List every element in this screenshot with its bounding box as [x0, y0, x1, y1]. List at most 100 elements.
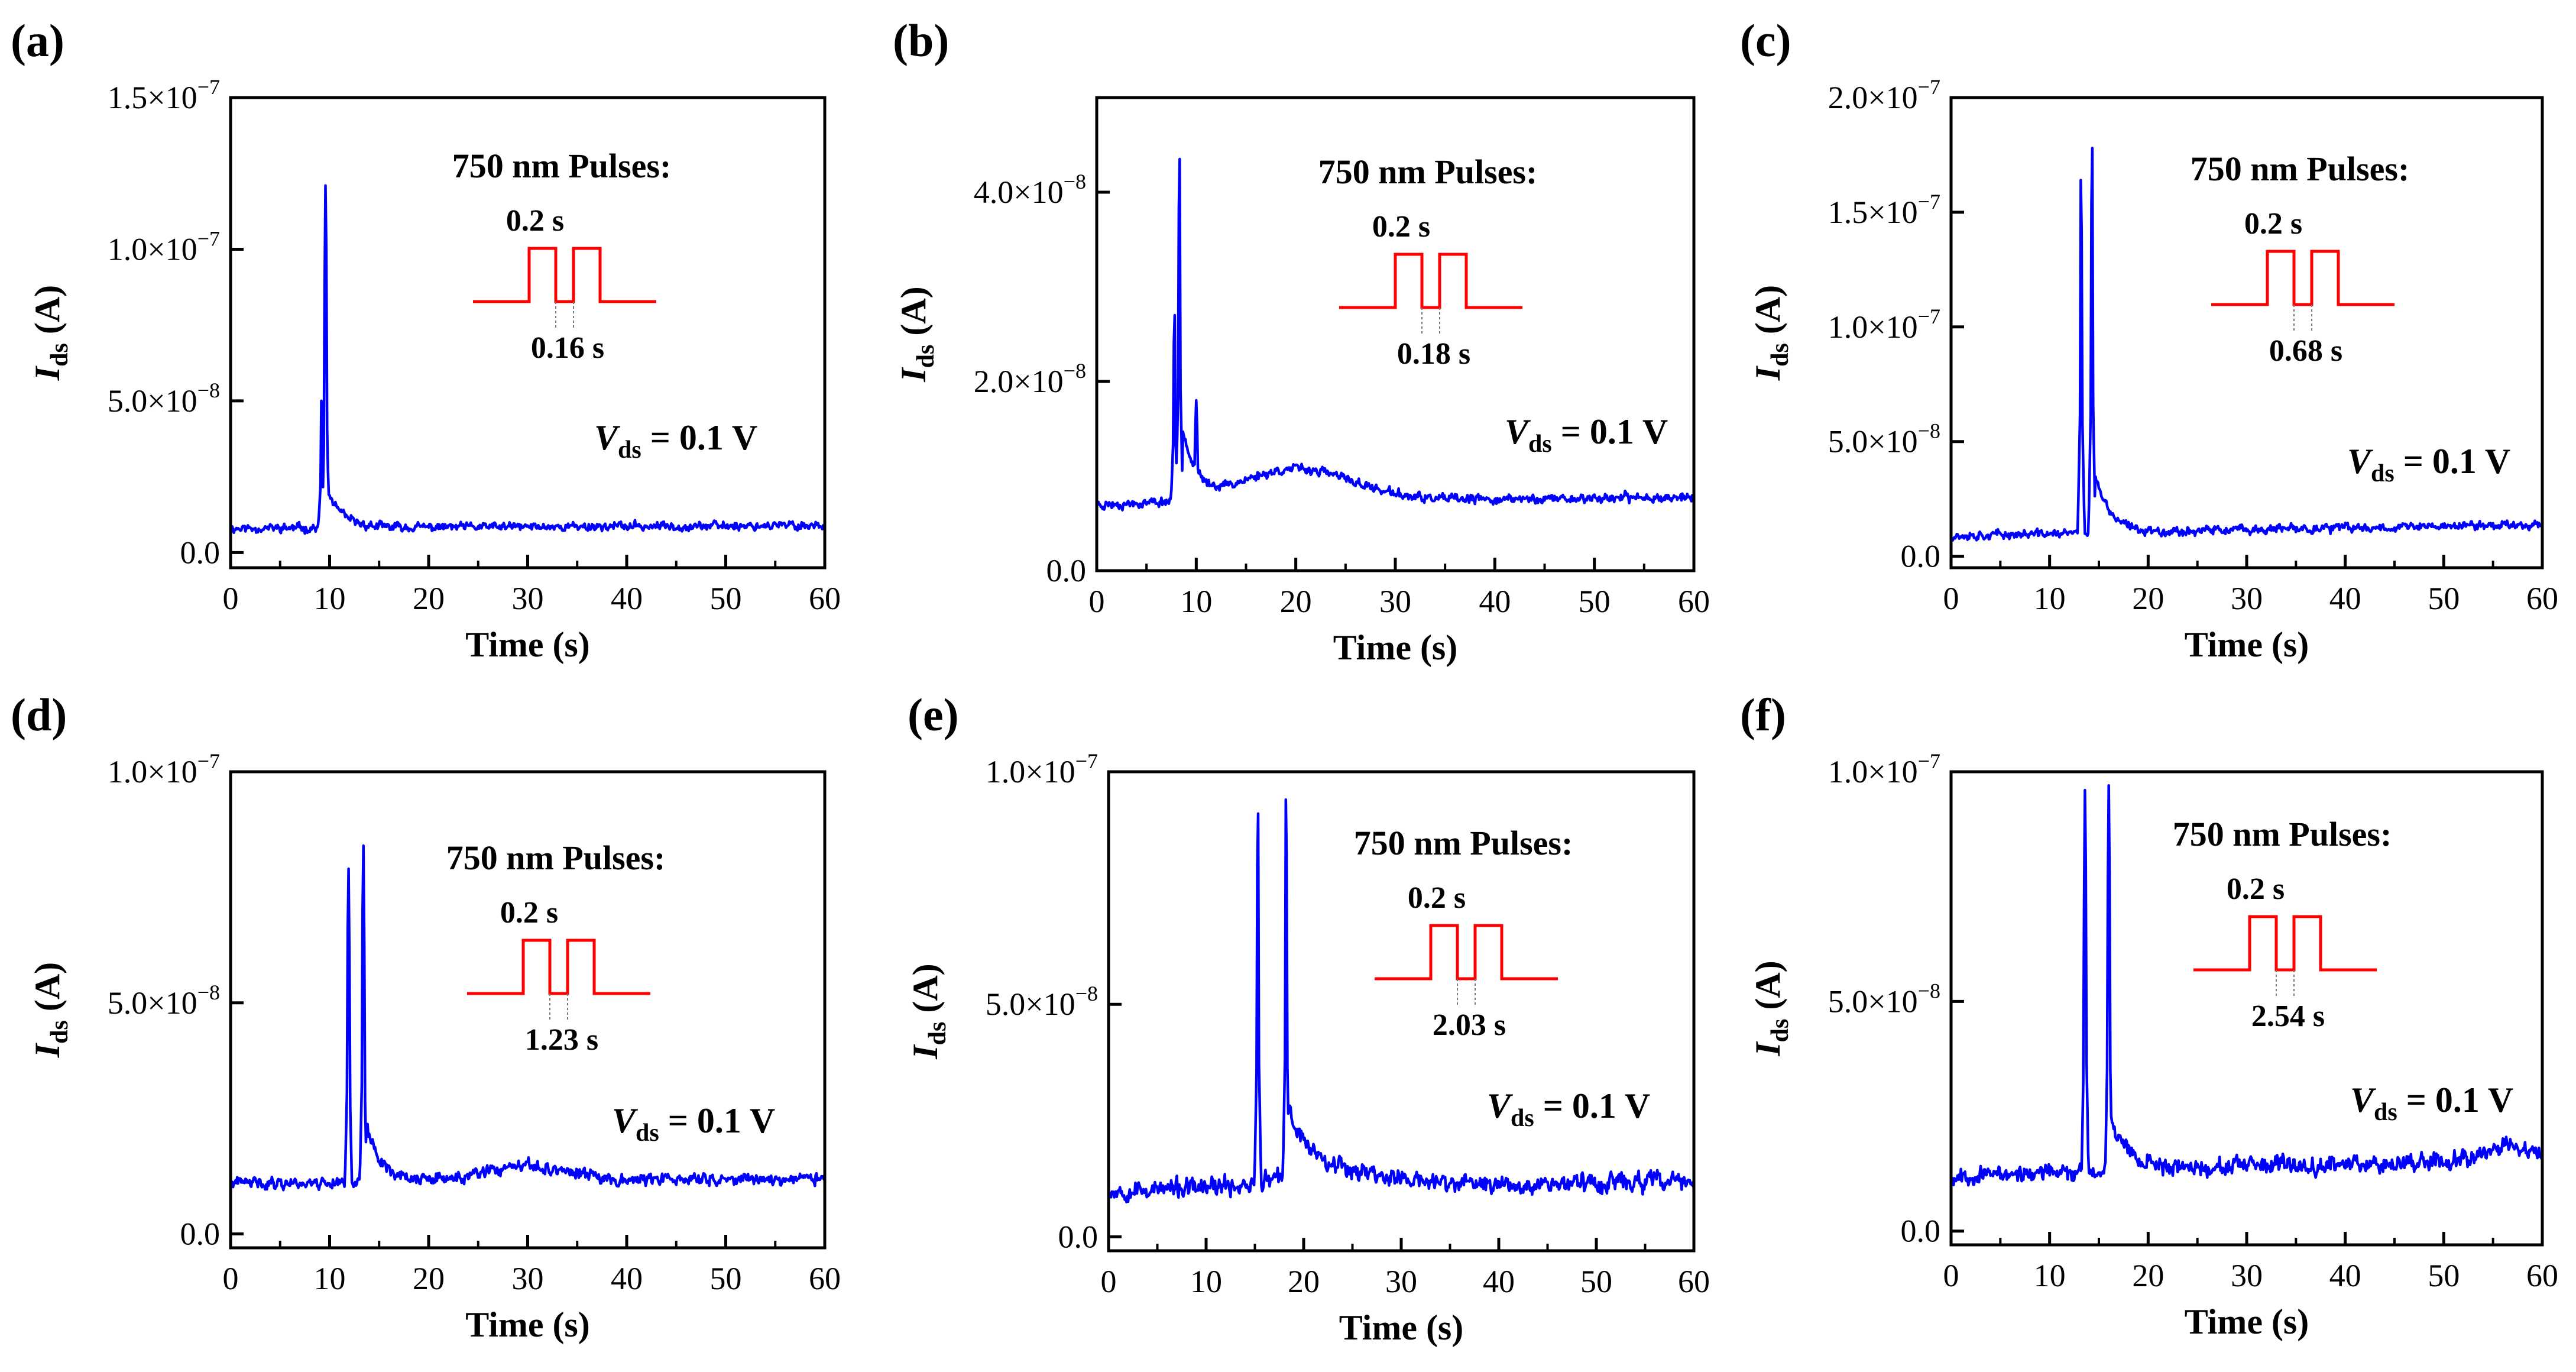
y-tick-mantissa: 2.0×10	[1828, 80, 1918, 115]
y-axis-label: Ids (A)	[1748, 960, 1794, 1056]
y-tick-label: 0.0	[1901, 1214, 1941, 1249]
y-axis-label-symbol: I	[894, 367, 933, 383]
y-tick-exponent: −7	[197, 226, 220, 250]
panel-label: (d)	[11, 689, 67, 740]
x-tick-label: 10	[314, 1261, 346, 1296]
y-tick-mantissa: 5.0×10	[108, 383, 197, 419]
x-tick-label: 50	[710, 1261, 742, 1296]
y-tick-mantissa: 1.0×10	[986, 754, 1075, 789]
pulse-width-label: 0.2 s	[500, 896, 558, 930]
y-tick-mantissa: 5.0×10	[1828, 424, 1918, 460]
y-tick-label: 1.0×10−7	[1828, 305, 1940, 345]
panel-c: (c)0 10 20 30 40 50 600.05.0×10−81.0×10−71.5×1…	[1740, 15, 2558, 664]
y-tick-mantissa: 2.0×10	[974, 364, 1064, 399]
pulse-waveform	[1375, 926, 1558, 979]
y-axis-label: Ids (A)	[28, 962, 73, 1058]
x-axis-label: Time (s)	[465, 1305, 590, 1344]
y-tick-exponent: −7	[1918, 305, 1940, 328]
pulse-interval-label: 1.23 s	[525, 1023, 598, 1057]
y-tick-label: 5.0×10−8	[1828, 419, 1940, 460]
x-tick-label: 40	[2329, 1258, 2361, 1293]
y-tick-label: 1.0×10−7	[108, 749, 220, 789]
y-tick-exponent: −7	[1918, 749, 1940, 773]
bias-symbol: V	[2350, 1080, 2377, 1119]
y-axis-label: Ids (A)	[906, 963, 951, 1059]
x-tick-label: 30	[512, 1261, 544, 1296]
bias-symbol: V	[2347, 442, 2374, 481]
pulse-waveform	[473, 248, 656, 302]
x-tick-label: 20	[1288, 1264, 1320, 1299]
bias-value: = 0.1 V	[1534, 1086, 1650, 1125]
y-tick-exponent: −8	[1064, 170, 1086, 193]
bias-value: = 0.1 V	[659, 1101, 775, 1140]
bias-label: Vds = 0.1 V	[2350, 1080, 2513, 1126]
y-tick-mantissa: 1.0×10	[1828, 309, 1918, 345]
panel-d: (d) 0 10 20 30 40 50 60 0.0 5.0×10−8 1.0×10−7 Time …	[11, 689, 841, 1344]
y-tick-label: 0.0	[1901, 539, 1941, 574]
y-tick-mantissa: 0.0	[1058, 1219, 1099, 1254]
y-tick-mantissa: 0.0	[180, 1216, 221, 1252]
pulse-width-label: 0.2 s	[1408, 881, 1466, 915]
x-tick-label: 0	[223, 1261, 239, 1296]
x-tick-label: 10	[2034, 1258, 2066, 1293]
x-tick-label: 60	[809, 581, 841, 616]
y-tick-exponent: −8	[1918, 419, 1940, 443]
x-tick-label: 60	[2526, 581, 2558, 616]
x-tick-label: 40	[2329, 581, 2361, 616]
y-tick-label: 2.0×10−8	[974, 359, 1086, 399]
bias-subscript: ds	[2371, 460, 2394, 487]
x-tick-label: 20	[1280, 584, 1312, 619]
y-axis-label-symbol: I	[28, 1042, 67, 1058]
y-axis-label-unit: (A)	[28, 962, 67, 1020]
y-tick-mantissa: 0.0	[1901, 539, 1941, 574]
y-tick-mantissa: 1.5×10	[108, 80, 197, 115]
x-tick-label: 20	[2132, 1258, 2164, 1293]
y-axis-label-subscript: ds	[1767, 1019, 1794, 1043]
bias-subscript: ds	[636, 1119, 659, 1147]
pulse-width-label: 0.2 s	[2244, 207, 2302, 241]
y-tick-mantissa: 0.0	[1901, 1214, 1941, 1249]
x-tick-label: 50	[1579, 584, 1611, 619]
pulse-width-label: 0.2 s	[506, 204, 564, 238]
x-tick-label: 20	[413, 581, 445, 616]
x-tick-label: 0	[1089, 584, 1105, 619]
x-tick-label: 10	[2034, 581, 2066, 616]
x-tick-label: 20	[2132, 581, 2164, 616]
bias-value: = 0.1 V	[1552, 412, 1668, 451]
x-tick-label: 0	[1101, 1264, 1117, 1299]
y-axis-label-subscript: ds	[924, 1022, 951, 1046]
pulse-title: 750 nm Pulses:	[1318, 153, 1538, 191]
pulse-title: 750 nm Pulses:	[2173, 815, 2392, 853]
y-tick-label: 1.0×10−7	[986, 749, 1098, 789]
x-tick-label: 30	[1379, 584, 1411, 619]
y-tick-exponent: −7	[197, 75, 220, 99]
x-tick-label: 10	[1180, 584, 1212, 619]
y-tick-mantissa: 1.0×10	[108, 231, 197, 267]
y-tick-label: 1.0×10−7	[1828, 749, 1940, 789]
y-tick-exponent: −8	[1918, 979, 1940, 1002]
y-axis-label-subscript: ds	[1767, 343, 1794, 367]
pulse-waveform	[2211, 251, 2394, 305]
pulse-title: 750 nm Pulses:	[452, 147, 672, 185]
bias-label: Vds = 0.1 V	[1487, 1086, 1650, 1132]
bias-value: = 0.1 V	[641, 418, 757, 457]
x-axis-label: Time (s)	[2185, 1302, 2309, 1341]
pulse-waveform	[2193, 917, 2377, 970]
x-tick-label: 20	[413, 1261, 445, 1296]
x-tick-label: 0	[223, 581, 239, 616]
y-axis-label: Ids (A)	[28, 285, 73, 381]
y-tick-exponent: −7	[1075, 749, 1098, 773]
y-tick-label: 5.0×10−8	[1828, 979, 1940, 1019]
x-tick-label: 50	[710, 581, 742, 616]
y-tick-mantissa: 5.0×10	[986, 986, 1075, 1022]
y-axis-label-subscript: ds	[912, 345, 939, 368]
y-tick-exponent: −8	[1075, 982, 1098, 1005]
y-axis-label-unit: (A)	[28, 285, 67, 343]
y-tick-label: 5.0×10−8	[108, 378, 220, 419]
bias-label: Vds = 0.1 V	[594, 418, 757, 464]
y-axis-label-subscript: ds	[46, 343, 73, 367]
bias-symbol: V	[1505, 412, 1531, 451]
bias-value: = 0.1 V	[2397, 1080, 2513, 1119]
panel-a: (a)0 10 20 30 40 50 600.05.0×10−81.0×10−71.5×1…	[11, 15, 841, 664]
pulse-title: 750 nm Pulses:	[446, 839, 666, 877]
